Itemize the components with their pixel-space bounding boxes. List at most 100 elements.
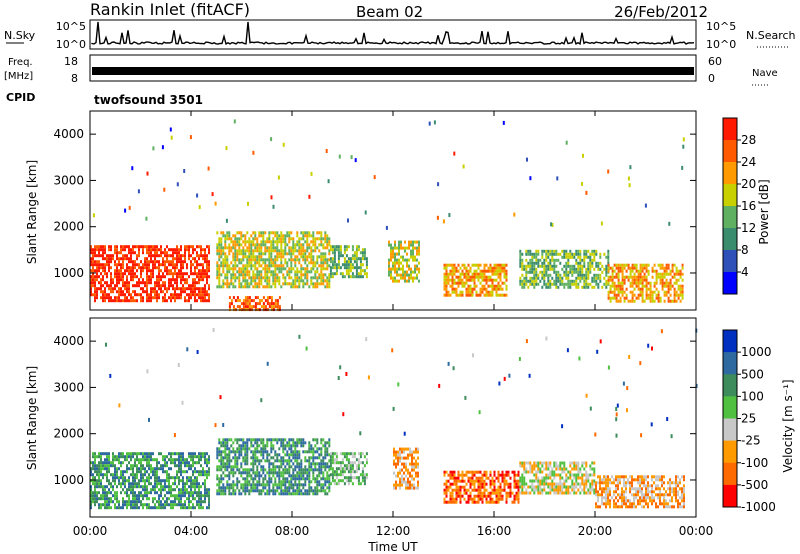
range-gate-cell — [306, 264, 309, 268]
range-gate-cell — [198, 494, 200, 498]
range-gate-cell — [613, 263, 616, 267]
range-gate-cell — [320, 483, 323, 487]
range-gate-cell — [537, 264, 540, 268]
range-gate-cell — [286, 252, 289, 256]
range-gate-cell — [218, 249, 221, 253]
range-gate-cell — [347, 482, 350, 486]
range-gate-cell — [256, 474, 259, 478]
range-gate-cell — [645, 275, 648, 279]
range-gate-cell — [138, 482, 140, 486]
range-gate-cell — [220, 243, 223, 247]
range-gate-cell — [400, 273, 402, 277]
range-gate-cell — [627, 176, 630, 181]
range-gate-cell — [102, 254, 104, 258]
range-gate-cell — [102, 278, 104, 282]
range-gate-cell — [152, 488, 154, 492]
range-gate-cell — [252, 150, 255, 155]
range-gate-cell — [188, 296, 190, 300]
range-gate-cell — [258, 252, 261, 256]
range-gate-cell — [331, 275, 334, 279]
range-gate-cell — [393, 447, 395, 451]
range-gate-cell — [631, 278, 634, 282]
range-gate-cell — [178, 494, 180, 498]
range-gate-cell — [130, 458, 132, 462]
range-gate-cell — [270, 456, 273, 460]
range-gate-cell — [355, 254, 358, 258]
range-gate-cell — [276, 299, 279, 303]
range-gate-cell — [268, 462, 271, 466]
range-gate-cell — [571, 270, 574, 274]
range-gate-cell — [328, 240, 331, 244]
range-gate-cell — [310, 444, 313, 448]
range-gate-cell — [120, 485, 122, 489]
range-gate-cell — [351, 464, 354, 468]
range-gate-cell — [92, 257, 94, 261]
range-gate-cell — [555, 276, 558, 280]
range-gate-cell — [322, 474, 325, 478]
range-gate-cell — [262, 296, 265, 300]
range-gate-cell — [445, 479, 448, 483]
range-gate-cell — [242, 444, 245, 448]
range-gate-cell — [410, 276, 412, 280]
range-gate-cell — [132, 503, 134, 507]
range-gate-cell — [669, 284, 672, 288]
range-gate-cell — [172, 248, 174, 252]
range-gate-cell — [276, 453, 279, 457]
range-gate-cell — [607, 261, 610, 265]
range-gate-cell — [233, 119, 236, 124]
range-gate-cell — [124, 284, 126, 288]
range-gate-cell — [94, 275, 96, 279]
range-gate-cell — [142, 263, 144, 267]
range-gate-cell — [138, 494, 140, 498]
range-gate-cell — [288, 231, 291, 235]
range-gate-cell — [318, 237, 321, 241]
range-gate-cell — [302, 279, 305, 283]
range-gate-cell — [90, 248, 92, 252]
range-gate-cell — [144, 284, 146, 288]
range-gate-cell — [416, 240, 418, 244]
range-gate-cell — [282, 492, 285, 496]
range-gate-cell — [158, 506, 160, 510]
range-gate-cell — [162, 263, 164, 267]
range-gate-cell — [611, 275, 614, 279]
range-gate-cell — [254, 276, 257, 280]
range-gate-cell — [116, 278, 118, 282]
range-gate-cell — [565, 273, 568, 277]
range-gate-cell — [248, 474, 251, 478]
range-gate-cell — [106, 494, 108, 498]
range-gate-cell — [272, 204, 275, 209]
range-gate-cell — [607, 275, 610, 279]
range-gate-cell — [298, 474, 301, 478]
range-gate-cell — [136, 455, 138, 459]
range-gate-cell — [198, 245, 200, 249]
range-gate-cell — [98, 506, 100, 510]
range-gate-cell — [525, 273, 528, 277]
range-gate-cell — [198, 500, 200, 504]
range-gate-cell — [302, 285, 305, 289]
range-gate-cell — [675, 278, 678, 282]
range-gate-cell — [256, 489, 259, 493]
range-gate-cell — [531, 264, 534, 268]
range-gate-cell — [146, 299, 148, 303]
range-gate-cell — [286, 492, 289, 496]
range-gate-cell — [144, 263, 146, 267]
range-gate-cell — [92, 272, 94, 276]
range-gate-cell — [308, 285, 311, 289]
range-gate-cell — [224, 258, 227, 262]
range-gate-cell — [190, 506, 192, 510]
range-gate-cell — [563, 264, 566, 268]
range-gate-cell — [166, 245, 168, 249]
range-gate-cell — [270, 296, 273, 300]
range-gate-cell — [314, 444, 317, 448]
range-gate-cell — [631, 293, 634, 297]
range-gate-cell — [110, 500, 112, 504]
range-gate-cell — [228, 237, 231, 241]
range-gate-cell — [92, 266, 94, 270]
range-gate-cell — [124, 485, 126, 489]
range-gate-cell — [335, 269, 338, 273]
range-gate-cell — [200, 272, 202, 276]
range-gate-cell — [571, 264, 574, 268]
range-gate-cell — [615, 263, 618, 267]
range-gate-cell — [397, 471, 399, 475]
range-gate-cell — [445, 485, 448, 489]
